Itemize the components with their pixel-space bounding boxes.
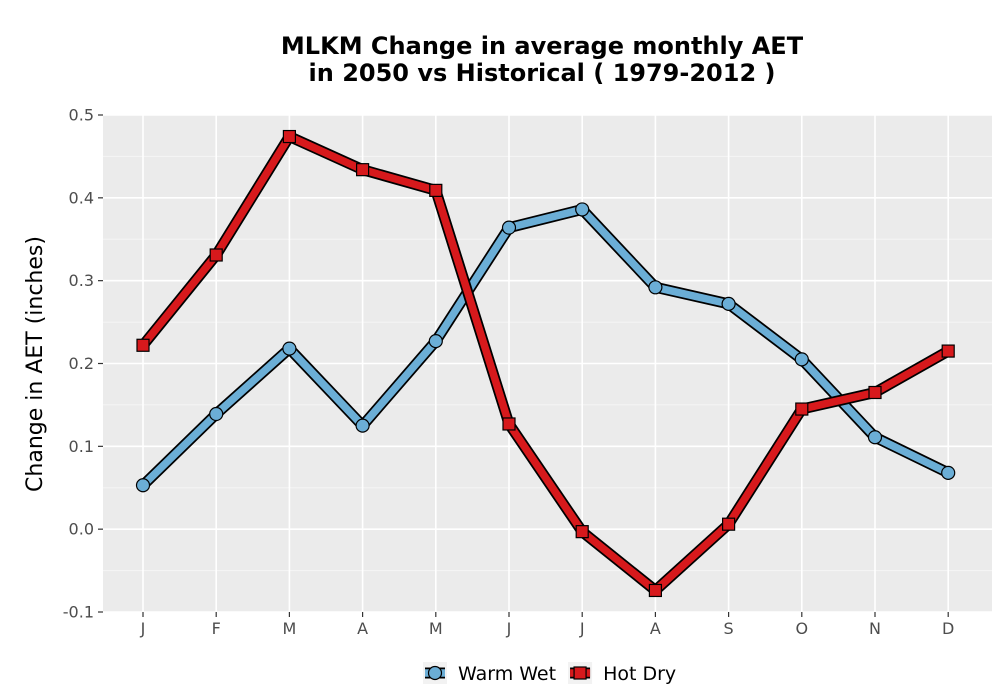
data-point xyxy=(355,418,370,433)
x-tick-label: D xyxy=(942,619,954,638)
data-point xyxy=(428,334,443,349)
data-point xyxy=(136,338,150,352)
data-point xyxy=(282,341,297,356)
data-point xyxy=(575,525,589,539)
data-point xyxy=(941,344,955,358)
x-tick-label: N xyxy=(869,619,881,638)
series-hot-dry xyxy=(136,129,955,598)
data-point xyxy=(941,465,956,480)
y-tick-label: 0.2 xyxy=(69,354,94,373)
data-point xyxy=(867,430,883,445)
data-point xyxy=(282,129,296,144)
data-point xyxy=(209,248,223,262)
legend-key-marker xyxy=(427,665,443,681)
data-point xyxy=(135,478,151,493)
y-tick-label: 0.4 xyxy=(69,188,94,207)
data-point xyxy=(795,402,809,416)
y-tick-label: -0.1 xyxy=(63,603,94,622)
y-tick-label: 0.0 xyxy=(69,520,94,539)
legend-item: Hot Dry xyxy=(568,662,676,685)
data-point xyxy=(721,517,736,531)
x-tick-label: J xyxy=(579,619,585,638)
data-point xyxy=(868,385,882,400)
data-point xyxy=(209,406,224,422)
x-tick-label: F xyxy=(212,619,221,638)
x-tick-label: O xyxy=(796,619,809,638)
legend: Warm Wet Hot Dry xyxy=(423,662,676,685)
legend-label: Warm Wet xyxy=(458,663,556,685)
y-tick-label: 0.5 xyxy=(69,106,94,125)
data-point xyxy=(502,417,516,431)
data-point xyxy=(794,352,809,367)
legend-key-marker xyxy=(573,666,587,680)
series-line xyxy=(139,205,952,490)
legend-item: Warm Wet xyxy=(423,662,556,685)
series-line xyxy=(139,132,952,595)
data-point xyxy=(721,296,736,311)
series-warm-wet xyxy=(135,202,956,493)
data-point xyxy=(648,280,663,295)
x-tick-label: J xyxy=(506,619,512,638)
x-tick-label: S xyxy=(724,619,734,638)
legend-label: Hot Dry xyxy=(603,663,676,685)
x-tick-label: J xyxy=(140,619,146,638)
chart-title-line-1: MLKM Change in average monthly AET xyxy=(281,32,804,60)
x-tick-label: M xyxy=(429,619,443,638)
y-tick-label: 0.3 xyxy=(69,271,94,290)
data-point xyxy=(356,163,370,177)
x-tick-label: A xyxy=(650,619,661,638)
y-axis-label: Change in AET (inches) xyxy=(23,236,48,492)
data-point xyxy=(501,220,517,235)
data-point xyxy=(429,183,443,197)
data-point xyxy=(648,583,663,598)
chart-title-line-2: in 2050 vs Historical ( 1979-2012 ) xyxy=(309,59,776,87)
series-layer xyxy=(135,129,956,598)
y-axis-ticks: -0.1 0.0 0.1 0.2 0.3 0.4 0.5 xyxy=(63,106,103,622)
y-tick-label: 0.1 xyxy=(69,437,94,456)
x-tick-label: A xyxy=(357,619,368,638)
data-point xyxy=(575,202,590,217)
x-tick-label: M xyxy=(282,619,296,638)
